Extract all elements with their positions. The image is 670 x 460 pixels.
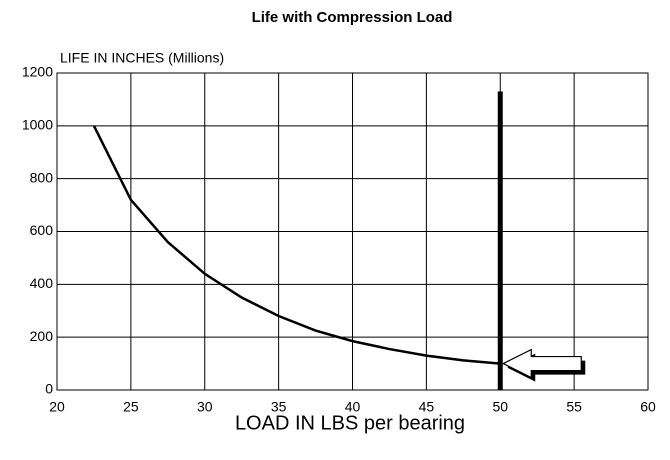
x-tick-label: 20 <box>49 399 65 415</box>
x-tick-label: 60 <box>640 399 656 415</box>
x-axis-label: LOAD IN LBS per bearing <box>235 412 465 434</box>
chart-title: Life with Compression Load <box>252 9 453 26</box>
x-tick-label: 40 <box>345 399 361 415</box>
y-tick-label: 0 <box>45 381 53 397</box>
y-tick-label: 800 <box>30 169 54 185</box>
y-tick-label: 400 <box>30 275 54 291</box>
y-tick-label: 600 <box>30 222 54 238</box>
line-series <box>92 125 501 365</box>
x-tick-label: 45 <box>419 399 435 415</box>
y-tick-label: 1000 <box>22 117 53 133</box>
plot-border <box>56 72 649 391</box>
x-tick-label: 35 <box>271 399 287 415</box>
x-tick-label: 25 <box>123 399 139 415</box>
arrow <box>501 348 582 379</box>
y-tick-label: 200 <box>30 328 54 344</box>
x-tick-label: 55 <box>566 399 582 415</box>
x-tick-label: 30 <box>197 399 213 415</box>
y-axis-label: LIFE IN INCHES (Millions) <box>60 50 224 66</box>
x-tick-label: 50 <box>492 399 508 415</box>
y-tick-label: 1200 <box>22 64 53 80</box>
